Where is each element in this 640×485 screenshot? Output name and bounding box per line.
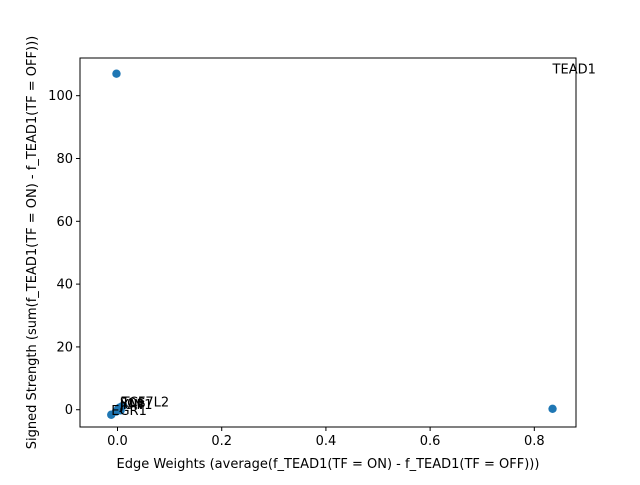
point-label: JUN [119,398,143,413]
y-tick-label: 40 [56,278,73,293]
x-tick-label: 0.4 [316,434,337,449]
scatter-point-1 [548,404,557,413]
y-tick-label: 20 [56,340,73,355]
y-axis-ticks: 0 20 40 60 80 100 [48,89,80,418]
scatter-point-8 [116,406,125,415]
y-tick-label: 80 [56,152,73,167]
point-label: YAP1 [120,398,153,413]
y-axis-label: Signed Strength (sum(f_TEAD1(TF = ON) - … [25,36,40,449]
data-points [107,69,557,419]
x-axis-ticks: 0.0 0.2 0.4 0.6 0.8 [107,427,545,449]
y-tick-label: 100 [48,89,73,104]
y-tick-label: 0 [65,403,73,418]
x-tick-label: 0.6 [420,434,441,449]
point-label: TEAD1 [552,63,596,78]
x-tick-label: 0.0 [107,434,128,449]
point-label: EGR1 [111,404,147,419]
point-label: FOS [120,397,146,412]
x-tick-label: 0.2 [211,434,232,449]
x-tick-label: 0.8 [524,434,545,449]
point-label: TCF7L2 [121,396,170,411]
y-tick-label: 60 [56,215,73,230]
plot-frame [79,57,577,428]
scatter-point-0 [112,69,121,78]
x-axis-label: Edge Weights (average(f_TEAD1(TF = ON) -… [117,457,540,472]
